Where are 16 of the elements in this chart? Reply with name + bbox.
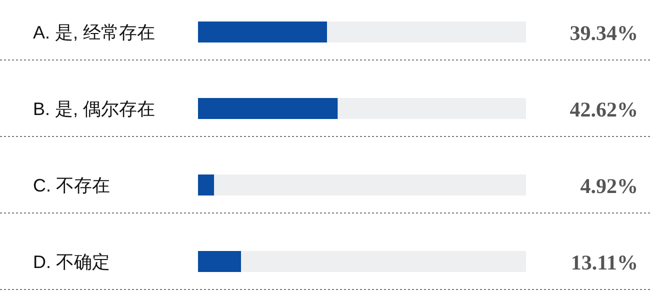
data-label: 4.92% xyxy=(580,174,638,198)
y-tick-label: D. 不确定 xyxy=(33,252,110,272)
bar xyxy=(338,98,526,119)
bar xyxy=(198,174,214,196)
bar xyxy=(198,98,338,119)
bar xyxy=(327,22,526,42)
bar xyxy=(214,174,526,196)
data-label: 13.11% xyxy=(570,250,638,274)
data-label: 42.62% xyxy=(570,98,638,122)
data-label: 39.34% xyxy=(570,21,638,45)
y-tick-label: A. 是, 经常存在 xyxy=(33,22,156,42)
bar xyxy=(241,251,526,272)
y-tick-label: B. 是, 偶尔存在 xyxy=(33,99,156,119)
bar xyxy=(198,251,241,272)
bar xyxy=(198,22,328,42)
y-tick-label: C. 不存在 xyxy=(33,176,110,196)
